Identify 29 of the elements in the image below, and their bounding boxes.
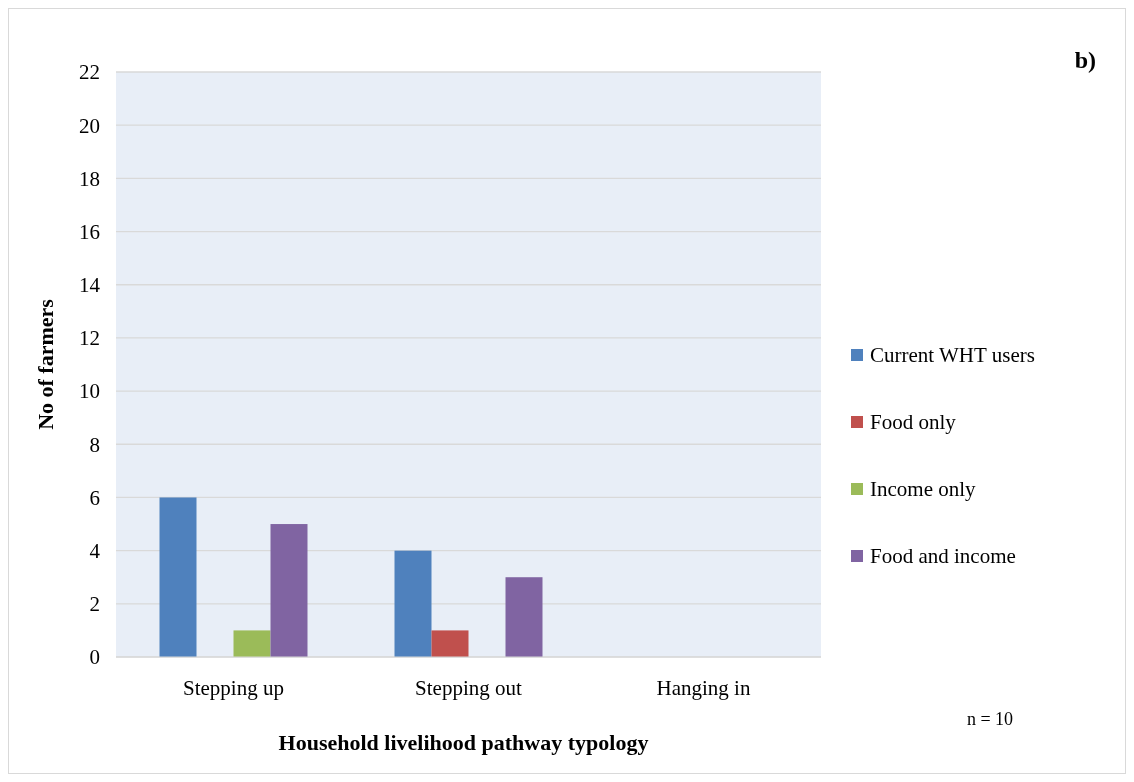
- legend-label: Food and income: [870, 544, 1016, 569]
- y-tick-label: 2: [89, 592, 100, 617]
- y-tick-label: 14: [79, 273, 101, 298]
- y-tick-label: 8: [89, 432, 100, 457]
- legend-label: Current WHT users: [870, 343, 1035, 368]
- x-tick-label: Stepping up: [183, 676, 284, 700]
- y-tick-label: 20: [79, 113, 100, 138]
- bar: [233, 630, 271, 657]
- y-tick-label: 4: [89, 538, 101, 563]
- text: n = 10: [966, 709, 1014, 729]
- y-tick-label: 18: [79, 166, 100, 191]
- x-tick-label: Stepping out: [415, 676, 523, 700]
- x-tick-label: Hanging in: [656, 676, 751, 700]
- bar: [159, 497, 197, 657]
- bar: [505, 577, 543, 657]
- bar: [431, 630, 469, 657]
- y-tick-label: 22: [79, 60, 100, 85]
- text: b): [1074, 47, 1096, 73]
- y-tick-label: 10: [79, 379, 100, 404]
- y-tick-label: 6: [89, 485, 100, 510]
- y-axis-title: No of farmers: [33, 298, 58, 430]
- bar: [394, 550, 432, 657]
- y-tick-label: 0: [89, 645, 100, 670]
- y-tick-label: 12: [79, 326, 100, 351]
- legend-label: Income only: [870, 477, 977, 502]
- legend-label: Food only: [870, 410, 957, 435]
- x-axis-title: Household livelihood pathway typology: [278, 730, 649, 755]
- y-tick-label: 16: [79, 219, 100, 244]
- bar: [270, 524, 308, 657]
